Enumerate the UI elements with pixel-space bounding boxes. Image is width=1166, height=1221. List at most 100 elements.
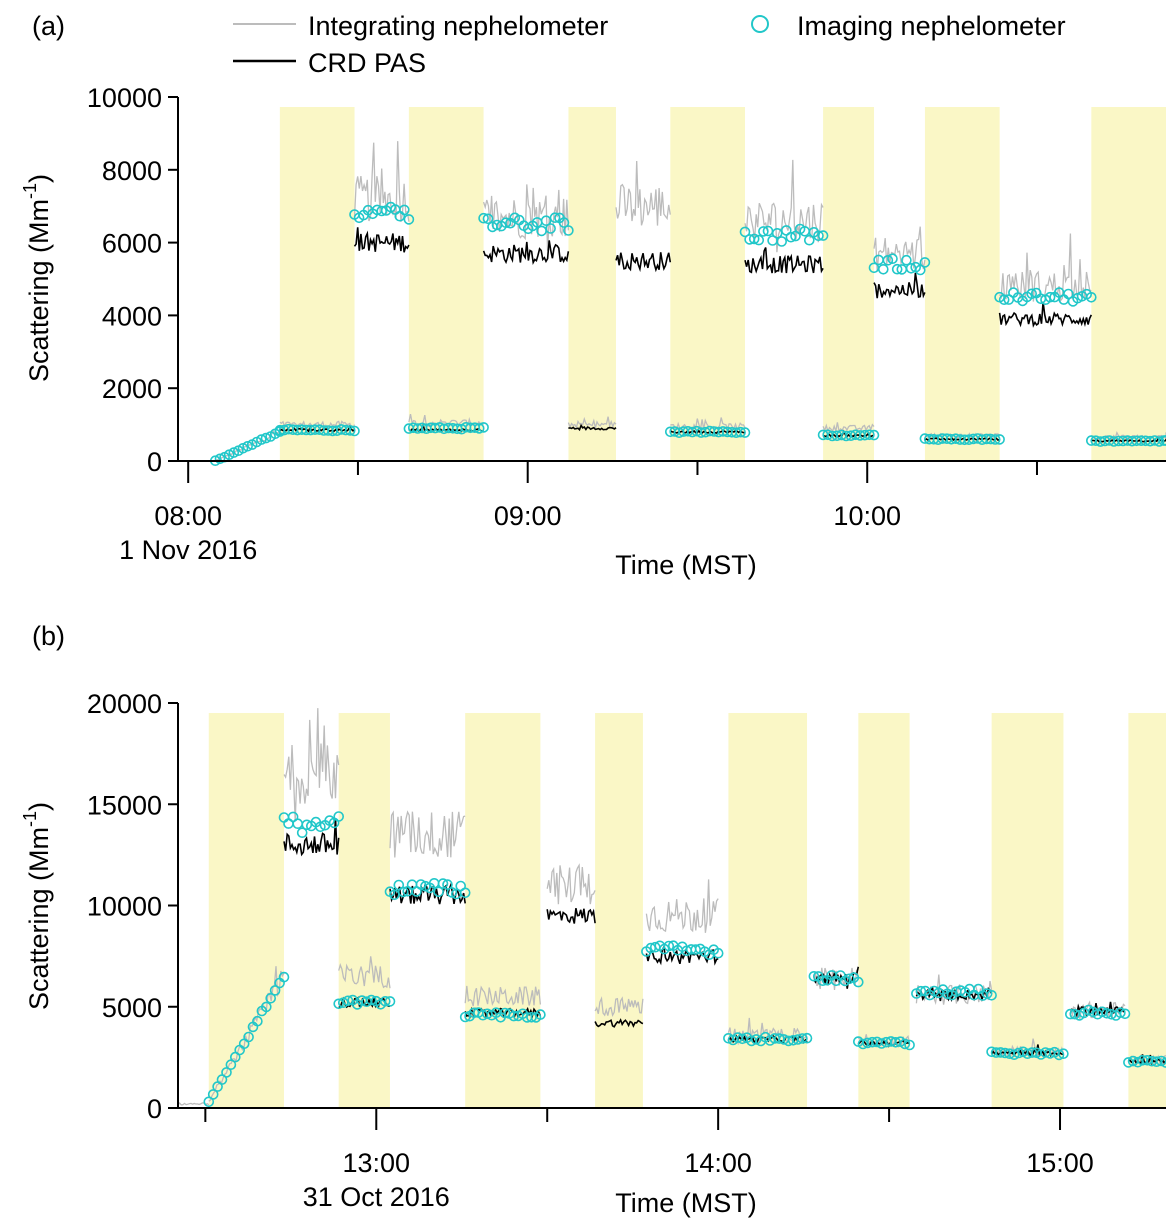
integrating-seg-5	[567, 416, 617, 430]
imaging-point	[1053, 1049, 1065, 1061]
imaging-point	[712, 947, 724, 959]
integrating-seg-1	[279, 420, 356, 430]
imaging-point	[442, 879, 453, 890]
imaging-point	[817, 975, 829, 987]
x-tick-label: 14:00	[684, 1148, 752, 1178]
crd-seg-7	[594, 1018, 644, 1028]
integrating-seg-9	[822, 422, 875, 433]
crd-seg-10	[873, 272, 926, 299]
crd-seg-8	[645, 944, 719, 966]
panel-b-xlabel: Time (MST)	[615, 1188, 756, 1218]
shaded-interval-2	[465, 713, 541, 1108]
shaded-interval-4	[823, 107, 875, 461]
imaging-point	[242, 440, 253, 452]
x-tick-label: 10:00	[833, 501, 901, 531]
imaging-point	[499, 1007, 511, 1019]
shaded-interval-6	[991, 713, 1064, 1108]
imaging-point	[785, 231, 797, 243]
imaging-point	[376, 205, 388, 217]
imaging-point	[296, 827, 308, 839]
imaging-point	[1153, 436, 1165, 447]
imaging-point	[397, 886, 409, 898]
imaging-point	[315, 821, 326, 833]
imaging-point	[473, 423, 485, 434]
imaging-point	[292, 818, 304, 830]
imaging-point	[500, 217, 512, 228]
y-tick-label: 0	[147, 447, 162, 477]
imaging-point	[739, 427, 751, 438]
imaging-point	[563, 225, 574, 236]
y-tick-label: 2000	[102, 374, 162, 404]
integrating-seg-0	[177, 1101, 210, 1106]
imaging-point	[882, 254, 894, 266]
imaging-point	[899, 1038, 911, 1050]
panel-a-xlabel: Time (MST)	[615, 550, 756, 580]
shaded-interval-5	[858, 713, 910, 1108]
imaging-point	[758, 226, 769, 237]
imaging-point	[844, 973, 855, 985]
imaging-point	[535, 1009, 546, 1020]
shaded-interval-3	[595, 713, 643, 1108]
panel-a-shaded-intervals	[279, 107, 1166, 461]
imaging-point	[333, 811, 345, 822]
imaging-point	[735, 426, 746, 438]
imaging-point	[478, 422, 489, 433]
imaging-point	[545, 223, 556, 234]
imaging-point	[221, 1067, 232, 1078]
panel-b: (b) 0 5000 10000 15000 20000 13:00 31 Oct 2016…	[20, 621, 1166, 1218]
integrating-seg-8	[645, 879, 719, 933]
imaging-point	[864, 429, 875, 441]
y-tick-label: 6000	[102, 229, 162, 259]
shaded-interval-5	[924, 107, 1000, 461]
imaging-point	[433, 886, 444, 898]
imaging-point	[989, 434, 1001, 445]
imaging-point	[852, 976, 864, 988]
imaging-point	[914, 264, 926, 276]
imaging-point	[797, 1033, 808, 1044]
x-tick-label: 09:00	[494, 501, 562, 531]
legend-label-crd: CRD PAS	[308, 48, 426, 78]
x-tick-label: 08:00	[154, 501, 222, 531]
imaging-point	[214, 453, 226, 465]
imaging-point	[1119, 1008, 1131, 1020]
panel-b-shaded-intervals	[208, 713, 1166, 1108]
shaded-interval-3	[670, 107, 745, 461]
y-tick-label: 15000	[87, 790, 162, 820]
panel-a-label: (a)	[32, 11, 65, 41]
imaging-point	[891, 263, 903, 275]
integrating-seg-3	[338, 956, 391, 989]
imaging-point	[1160, 435, 1166, 446]
imaging-point	[1044, 291, 1056, 303]
integrating-seg-6	[615, 160, 671, 226]
integrating-seg-12	[999, 233, 1092, 303]
x-tick-date-label: 31 Oct 2016	[303, 1182, 450, 1212]
imaging-point	[342, 995, 354, 1007]
imaging-point	[260, 1001, 272, 1013]
panel-b-label: (b)	[32, 621, 65, 651]
imaging-point	[919, 257, 931, 268]
imaging-point	[1086, 291, 1097, 303]
y-tick-label: 8000	[102, 156, 162, 186]
crd-seg-4	[482, 240, 570, 266]
x-tick-date-label: 1 Nov 2016	[119, 535, 257, 565]
imaging-point	[904, 1039, 915, 1051]
imaging-point	[301, 819, 313, 831]
imaging-point	[459, 1011, 471, 1023]
shaded-interval-1	[408, 107, 484, 461]
imaging-point	[663, 940, 675, 952]
shaded-interval-0	[208, 713, 284, 1108]
imaging-point	[1026, 288, 1037, 300]
integrating-seg-7	[594, 996, 644, 1018]
imaging-point	[986, 989, 997, 1001]
y-tick-label: 20000	[87, 689, 162, 719]
imaging-point	[398, 204, 410, 216]
imaging-point	[278, 971, 290, 983]
imaging-point	[887, 253, 898, 265]
integrating-seg-6	[546, 863, 596, 905]
imaging-point	[771, 228, 783, 239]
imaging-point	[876, 1038, 887, 1049]
imaging-point	[243, 1031, 254, 1043]
imaging-point	[776, 236, 788, 247]
integrating-seg-1	[208, 966, 285, 1102]
